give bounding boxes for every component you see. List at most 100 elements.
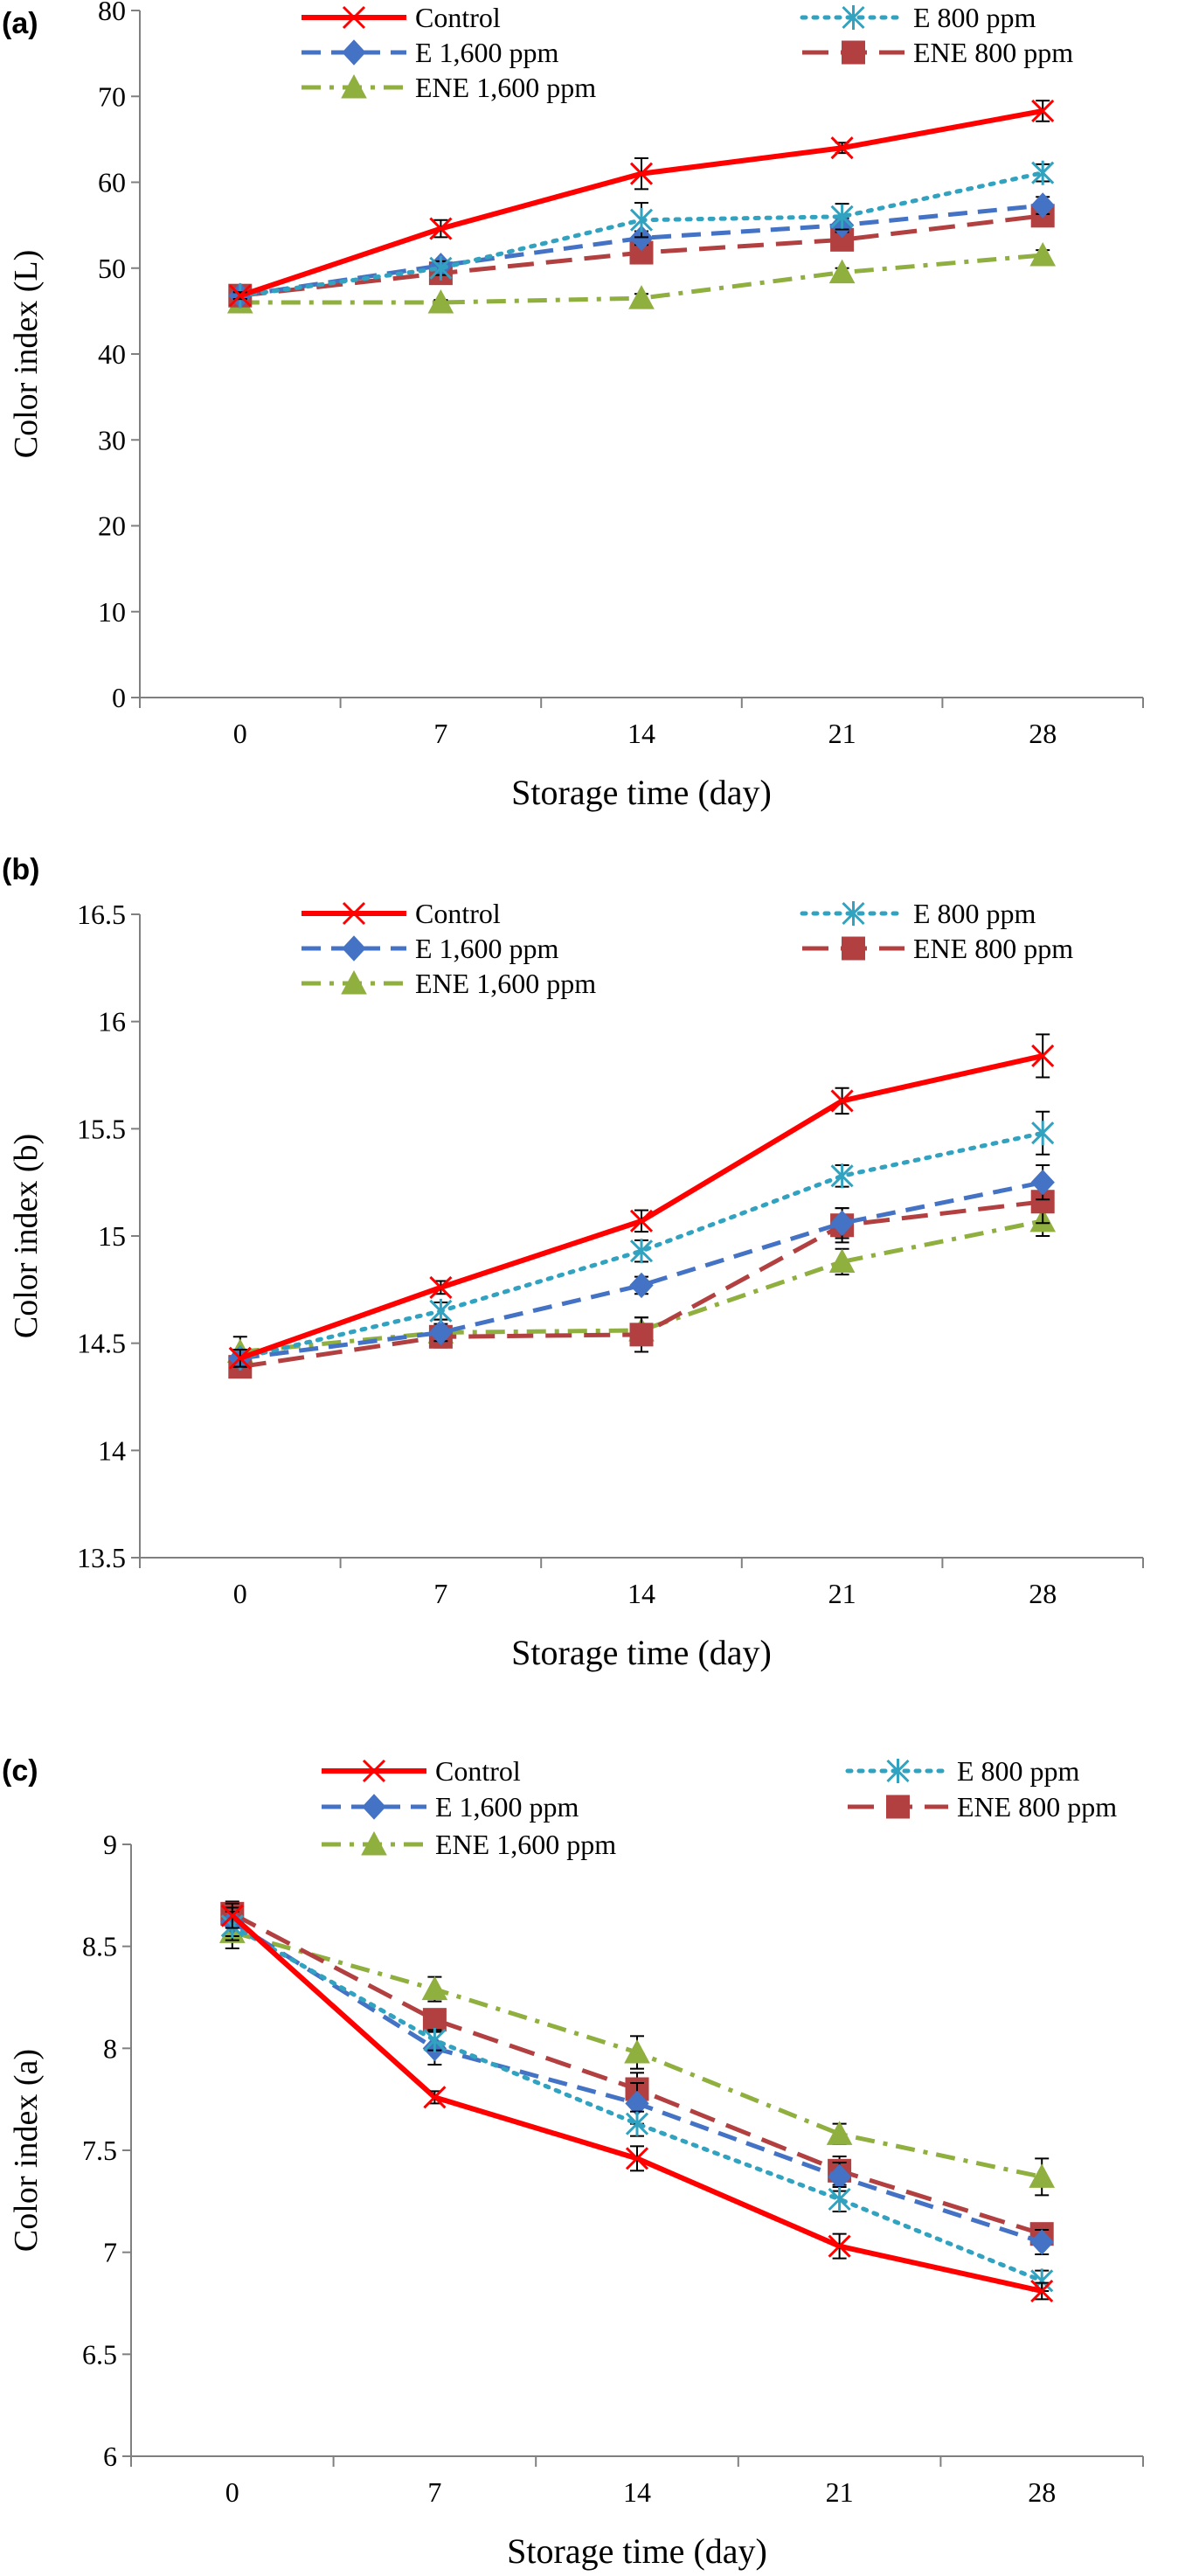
data-point [629, 1239, 654, 1264]
data-point [1031, 99, 1055, 123]
x-tick-label: 21 [828, 1578, 856, 1609]
y-tick-label: 16.5 [77, 899, 126, 930]
legend-marker [842, 936, 865, 961]
legend-marker [362, 1794, 386, 1820]
legend-label: E 800 ppm [957, 1755, 1080, 1787]
y-tick-label: 7.5 [82, 2135, 117, 2166]
data-point [629, 1323, 654, 1347]
legend-item-ene-800-ppm: ENE 800 ppm [848, 1791, 1117, 1823]
data-point [629, 207, 654, 233]
data-point [625, 2147, 649, 2170]
series-control [228, 99, 1055, 308]
x-axis-title: Storage time (day) [507, 2531, 767, 2571]
legend-label: ENE 1,600 ppm [415, 72, 596, 103]
data-point [828, 1248, 856, 1273]
legend-marker [341, 969, 367, 995]
data-point [1031, 160, 1055, 185]
x-tick-label: 14 [623, 2476, 651, 2508]
data-point [421, 1975, 448, 2001]
data-point [1029, 241, 1057, 267]
legend: Control E 1,600 ppm ENE 1,600 ppm E 800 ppm… [322, 1755, 1117, 1860]
y-tick-label: 9 [103, 1829, 117, 1860]
y-tick-label: 15 [98, 1220, 126, 1252]
legend-label: ENE 800 ppm [957, 1791, 1117, 1823]
legend-label: Control [435, 1755, 521, 1787]
panel-label: (c) [2, 1754, 38, 1788]
y-tick-label: 16 [98, 1006, 126, 1038]
series-control [220, 1902, 1054, 2303]
series-control [228, 1033, 1055, 1370]
x-tick-label: 21 [826, 2476, 854, 2508]
data-point [429, 1275, 453, 1299]
legend-marker [842, 40, 865, 65]
panel-label: (b) [2, 853, 39, 886]
y-tick-label: 8 [103, 2032, 117, 2064]
data-point [826, 2121, 853, 2145]
panel-label: (a) [2, 7, 38, 40]
legend-marker [342, 901, 366, 926]
legend-marker [886, 1759, 910, 1783]
data-point [828, 259, 856, 284]
data-point [423, 2086, 447, 2109]
legend-item-ene-1-600-ppm: ENE 1,600 ppm [301, 72, 596, 103]
legend-item-control: Control [301, 898, 501, 929]
data-point [830, 1163, 854, 1189]
series-e-800-ppm [228, 160, 1055, 309]
data-point [423, 2028, 447, 2052]
y-tick-label: 0 [112, 682, 126, 713]
x-tick-label: 21 [828, 718, 856, 749]
legend-label: E 800 ppm [913, 2, 1036, 33]
x-tick-label: 7 [433, 1578, 447, 1609]
data-point [830, 136, 854, 160]
y-tick-label: 14.5 [77, 1328, 126, 1359]
y-tick-label: 50 [98, 253, 126, 284]
legend-item-e-800-ppm: E 800 ppm [845, 1755, 1080, 1787]
x-tick-label: 14 [627, 718, 655, 749]
data-point [429, 1298, 453, 1323]
x-tick-label: 0 [233, 1578, 247, 1609]
y-tick-label: 30 [98, 424, 126, 455]
series-line [230, 1923, 1044, 2283]
series-e-1-600-ppm [228, 1164, 1055, 1371]
data-point [1030, 192, 1055, 219]
data-point [1029, 2163, 1056, 2188]
legend-item-ene-1-600-ppm: ENE 1,600 ppm [322, 1829, 616, 1860]
legend-label: ENE 800 ppm [913, 37, 1073, 68]
legend-marker [342, 39, 366, 66]
x-tick-label: 28 [1029, 718, 1057, 749]
legend-marker [842, 5, 865, 30]
legend-marker [362, 1759, 386, 1783]
data-point [228, 1346, 252, 1370]
x-tick-label: 7 [433, 718, 447, 749]
data-point [629, 162, 654, 185]
series-line [239, 1180, 1043, 1361]
data-point [629, 1209, 654, 1232]
x-tick-label: 7 [427, 2476, 441, 2508]
legend: Control E 1,600 ppm ENE 1,600 ppm E 800 ppm… [301, 898, 1073, 999]
legend-item-control: Control [301, 2, 501, 33]
series-e-1-600-ppm [220, 1906, 1054, 2255]
legend-label: Control [415, 2, 501, 33]
data-point [427, 288, 454, 314]
y-axis-title: Color index (b) [8, 1134, 45, 1338]
legend-label: E 1,600 ppm [415, 37, 559, 68]
legend-item-ene-800-ppm: ENE 800 ppm [802, 37, 1073, 68]
data-point [428, 1319, 454, 1346]
data-point [828, 2234, 851, 2258]
data-point [828, 2187, 851, 2211]
axes: 13.5 14 14.5 15 15.5 16 16.5 0 7 14 21 28 [77, 899, 1144, 1609]
series-line [238, 1130, 1045, 1361]
legend-item-e-800-ppm: E 800 ppm [800, 898, 1036, 929]
data-point [628, 285, 655, 309]
data-point [1030, 2279, 1054, 2303]
y-tick-label: 10 [98, 596, 126, 628]
x-tick-label: 0 [225, 2476, 239, 2508]
y-tick-label: 6.5 [82, 2338, 117, 2370]
x-axis-title: Storage time (day) [511, 773, 772, 812]
data-point [629, 1272, 654, 1299]
chart-panel-2: (b) 13.5 14 14.5 15 15.5 16 16.5 0 7 14 21 28 Storage… [2, 853, 1144, 1672]
legend-marker [886, 1795, 910, 1819]
data-point [1031, 1044, 1055, 1067]
legend-label: E 1,600 ppm [415, 933, 559, 964]
